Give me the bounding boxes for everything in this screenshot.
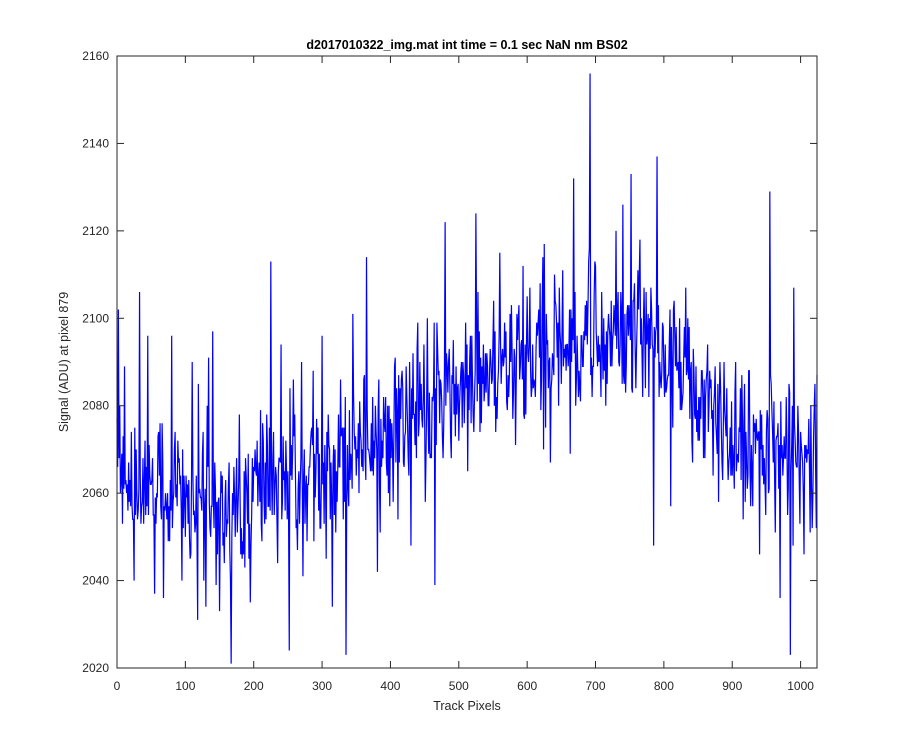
y-tick-label: 2120	[82, 224, 109, 238]
x-tick-label: 600	[517, 679, 537, 693]
x-tick-label: 700	[586, 679, 606, 693]
x-tick-label: 0	[114, 679, 121, 693]
x-tick-label: 400	[380, 679, 400, 693]
plot-area-frame	[116, 55, 818, 669]
y-axis: 2020 2040 2060 2080 2100 2120 2140 2160	[82, 49, 817, 675]
y-tick-label: 2040	[82, 574, 109, 588]
x-axis: 0 100 200 300 400 500 600 700 800 900 1000	[114, 56, 814, 693]
series-layer	[116, 73, 818, 664]
y-axis-label: Signal (ADU) at pixel 879	[57, 292, 71, 432]
series-line	[116, 73, 818, 664]
x-axis-label: Track Pixels	[433, 699, 501, 713]
x-tick-label: 100	[175, 679, 195, 693]
x-tick-label: 300	[312, 679, 332, 693]
y-tick-label: 2160	[82, 49, 109, 63]
y-tick-label: 2060	[82, 486, 109, 500]
x-tick-label: 900	[722, 679, 742, 693]
y-tick-label: 2140	[82, 136, 109, 150]
y-tick-label: 2100	[82, 311, 109, 325]
chart-title: d2017010322_img.mat int time = 0.1 sec N…	[306, 38, 627, 52]
x-tick-label: 1000	[787, 679, 814, 693]
x-tick-label: 200	[244, 679, 264, 693]
x-tick-label: 500	[449, 679, 469, 693]
y-tick-label: 2020	[82, 661, 109, 675]
x-tick-label: 800	[654, 679, 674, 693]
y-tick-label: 2080	[82, 399, 109, 413]
